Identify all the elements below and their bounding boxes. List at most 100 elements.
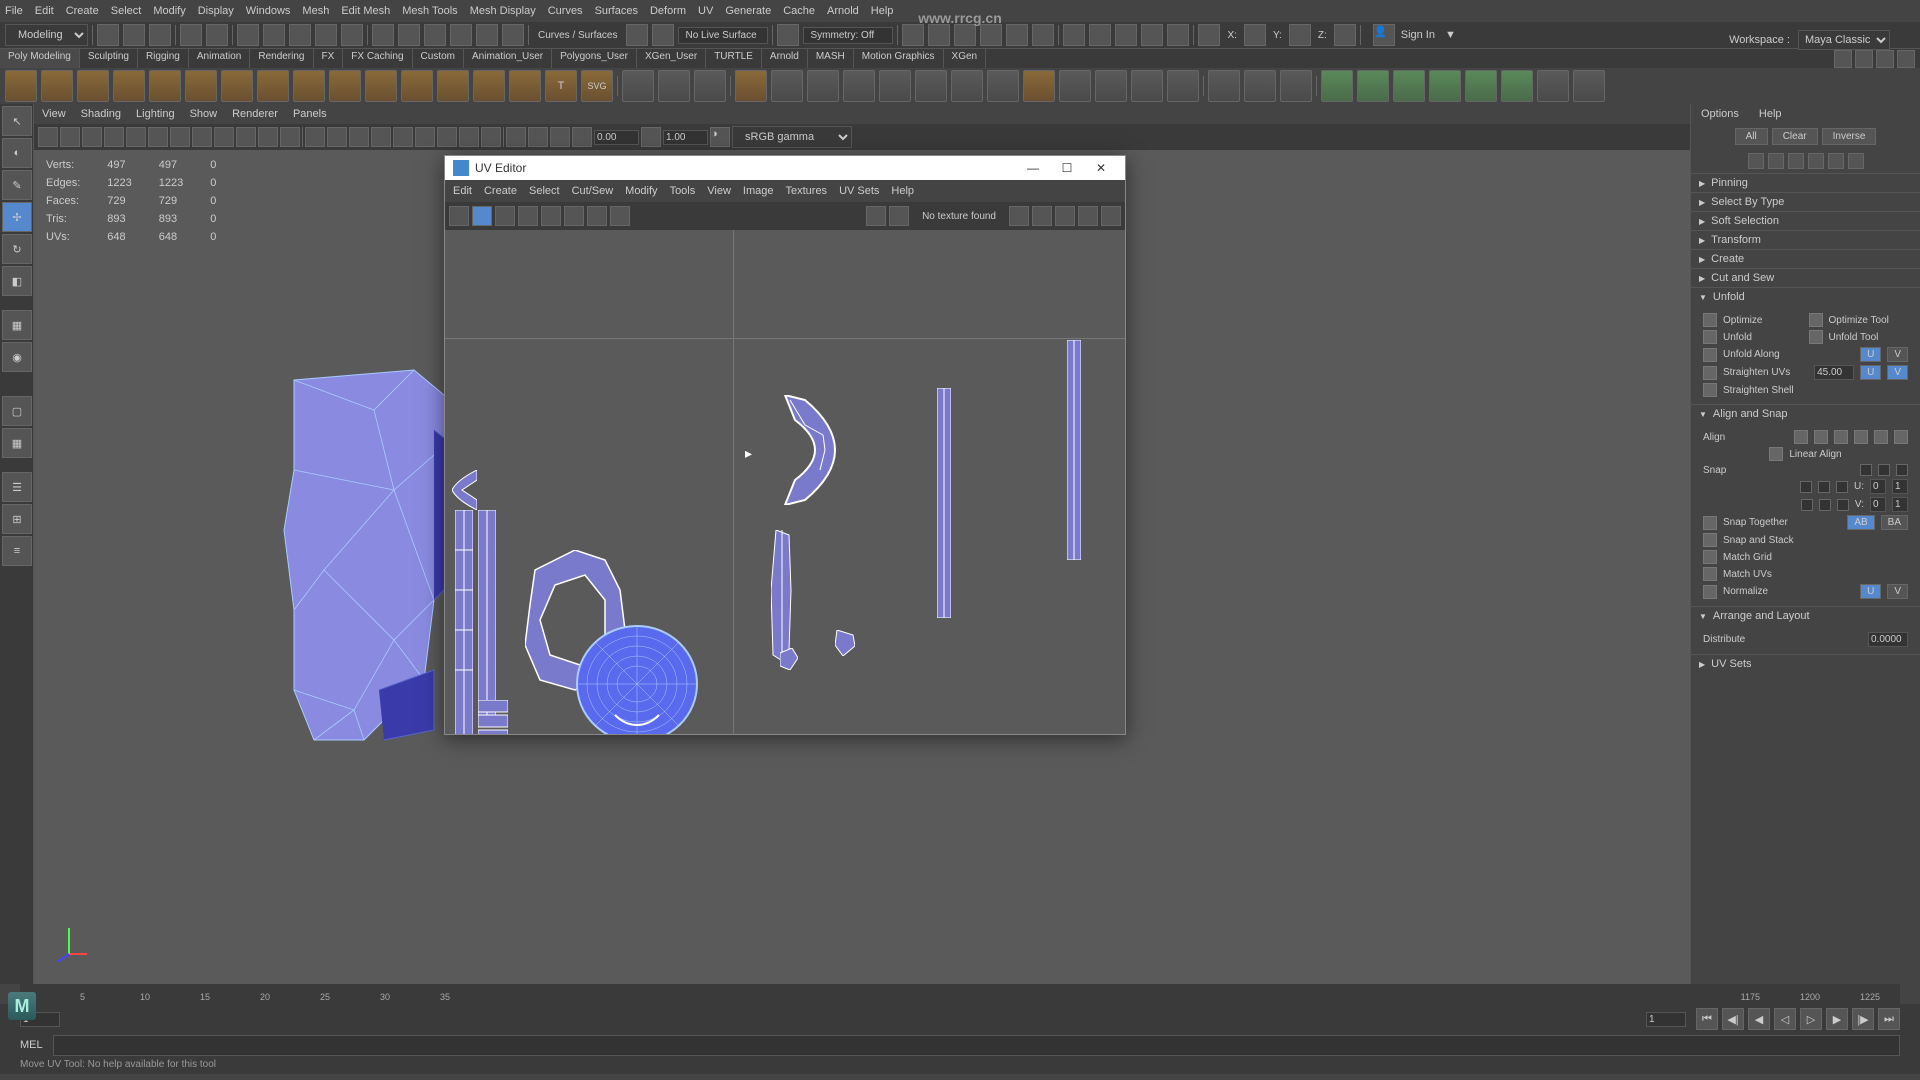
shelf-sculpt-icon[interactable] [1501, 70, 1533, 102]
uv-menu-edit[interactable]: Edit [453, 185, 472, 197]
snap-check-3[interactable] [1896, 464, 1908, 476]
tab-fx-caching[interactable]: FX Caching [343, 49, 412, 68]
shelf-helix-icon[interactable] [401, 70, 433, 102]
straighten-value-input[interactable] [1814, 365, 1854, 380]
play-icon[interactable] [1115, 24, 1137, 46]
layout-icon[interactable]: ≡ [2, 536, 32, 566]
step-back-key-button[interactable]: ◀| [1722, 1008, 1744, 1030]
menu-mesh-tools[interactable]: Mesh Tools [402, 5, 457, 17]
uv-menu-tools[interactable]: Tools [670, 185, 696, 197]
section-arrange[interactable]: Arrange and Layout [1691, 607, 1920, 625]
symmetry-input[interactable] [803, 27, 893, 44]
align-center-h-icon[interactable] [1814, 430, 1828, 444]
panel-tab-help[interactable]: Help [1759, 108, 1782, 120]
align-bottom-icon[interactable] [1894, 430, 1908, 444]
uv-texture-icon[interactable] [564, 206, 584, 226]
snap-check-4[interactable] [1800, 481, 1812, 493]
section-select-type[interactable]: Select By Type [1691, 193, 1920, 211]
menu-edit[interactable]: Edit [35, 5, 54, 17]
curves-icon[interactable] [626, 24, 648, 46]
normalize-icon[interactable] [1703, 585, 1717, 599]
render-icon[interactable] [980, 24, 1002, 46]
show-manip-tool[interactable]: ◉ [2, 342, 32, 372]
uv-img2-icon[interactable] [889, 206, 909, 226]
vp-textured-icon[interactable] [349, 127, 369, 147]
straighten-uvs-icon[interactable] [1703, 366, 1717, 380]
snap-center-icon[interactable] [476, 24, 498, 46]
vp-gamma-value[interactable] [663, 130, 708, 145]
v-input-1[interactable] [1870, 497, 1886, 512]
panel-tab-options[interactable]: Options [1701, 108, 1739, 120]
shelf-misc-icon[interactable] [1537, 70, 1569, 102]
tab-turtle[interactable]: TURTLE [706, 49, 762, 68]
move-tool[interactable]: ✢ [2, 202, 32, 232]
go-to-start-button[interactable]: ⏮ [1696, 1008, 1718, 1030]
vp-dof-icon[interactable] [481, 127, 501, 147]
vp-bookmark-icon[interactable] [60, 127, 80, 147]
section-soft-selection[interactable]: Soft Selection [1691, 212, 1920, 230]
pause-icon[interactable] [1141, 24, 1163, 46]
uv-shell-borders-icon[interactable] [518, 206, 538, 226]
align-right-icon[interactable] [1834, 430, 1848, 444]
menu-surfaces[interactable]: Surfaces [595, 5, 638, 17]
uv-snap-icon[interactable] [610, 206, 630, 226]
shelf-smooth-icon[interactable] [735, 70, 767, 102]
shelf-pipe-icon[interactable] [365, 70, 397, 102]
maximize-button[interactable]: ☐ [1051, 157, 1083, 179]
paint-select-tool[interactable]: ✎ [2, 170, 32, 200]
go-to-end-button[interactable]: ⏭ [1878, 1008, 1900, 1030]
vp-lights-icon[interactable] [371, 127, 391, 147]
snap-stack-icon[interactable] [1703, 533, 1717, 547]
step-forward-key-button[interactable]: |▶ [1852, 1008, 1874, 1030]
vp-safe-title-icon[interactable] [280, 127, 300, 147]
u-input-1[interactable] [1870, 479, 1886, 494]
shelf-bridge-icon[interactable] [1167, 70, 1199, 102]
vp-wireframe-icon[interactable] [305, 127, 325, 147]
u-input-2[interactable] [1892, 479, 1908, 494]
vp-image-plane-icon[interactable] [82, 127, 102, 147]
z-icon[interactable] [1334, 24, 1356, 46]
tab-motion-graphics[interactable]: Motion Graphics [854, 49, 944, 68]
layout-icon4[interactable] [1897, 50, 1915, 68]
vp-gate-mask-icon[interactable] [214, 127, 234, 147]
layout-icon3[interactable] [1876, 50, 1894, 68]
vp-aa-icon[interactable] [459, 127, 479, 147]
uv-menu-modify[interactable]: Modify [625, 185, 657, 197]
snap-ab-button[interactable]: AB [1847, 515, 1874, 530]
snap-curve-icon[interactable] [398, 24, 420, 46]
select-face-icon[interactable] [289, 24, 311, 46]
vp-res-gate-icon[interactable] [192, 127, 212, 147]
vp-isolate-icon[interactable] [506, 127, 526, 147]
new-icon[interactable] [97, 24, 119, 46]
select-clear-button[interactable]: Clear [1772, 128, 1818, 145]
snap-check-6[interactable] [1836, 481, 1848, 493]
section-unfold[interactable]: Unfold [1691, 288, 1920, 306]
vp-exposure-value[interactable] [594, 130, 639, 145]
unfold-tool-icon[interactable] [1809, 330, 1823, 344]
shelf-bevel-icon[interactable] [1244, 70, 1276, 102]
snap-check-9[interactable] [1837, 499, 1849, 511]
align-left-icon[interactable] [1794, 430, 1808, 444]
play-forward-button[interactable]: ▷ [1800, 1008, 1822, 1030]
section-cut-sew[interactable]: Cut and Sew [1691, 269, 1920, 287]
snap-check-8[interactable] [1819, 499, 1831, 511]
menu-edit-mesh[interactable]: Edit Mesh [341, 5, 390, 17]
select-all-button[interactable]: All [1735, 128, 1768, 145]
menu-modify[interactable]: Modify [153, 5, 185, 17]
persp-ortho-icon[interactable]: ⊞ [2, 504, 32, 534]
menu-create[interactable]: Create [66, 5, 99, 17]
select-object-icon[interactable] [315, 24, 337, 46]
vp-shaded-icon[interactable] [327, 127, 347, 147]
vp-safe-action-icon[interactable] [258, 127, 278, 147]
vp-colorspace-dropdown[interactable]: sRGB gamma [732, 126, 852, 148]
shelf-superformula-icon[interactable] [509, 70, 541, 102]
snap-plane-icon[interactable] [450, 24, 472, 46]
save-icon[interactable] [149, 24, 171, 46]
match-uvs-icon[interactable] [1703, 567, 1717, 581]
shelf-subdiv-icon[interactable] [771, 70, 803, 102]
snap-check-5[interactable] [1818, 481, 1830, 493]
v-input-2[interactable] [1892, 497, 1908, 512]
minimize-button[interactable]: — [1017, 157, 1049, 179]
menu-display[interactable]: Display [198, 5, 234, 17]
tab-sculpting[interactable]: Sculpting [80, 49, 138, 68]
